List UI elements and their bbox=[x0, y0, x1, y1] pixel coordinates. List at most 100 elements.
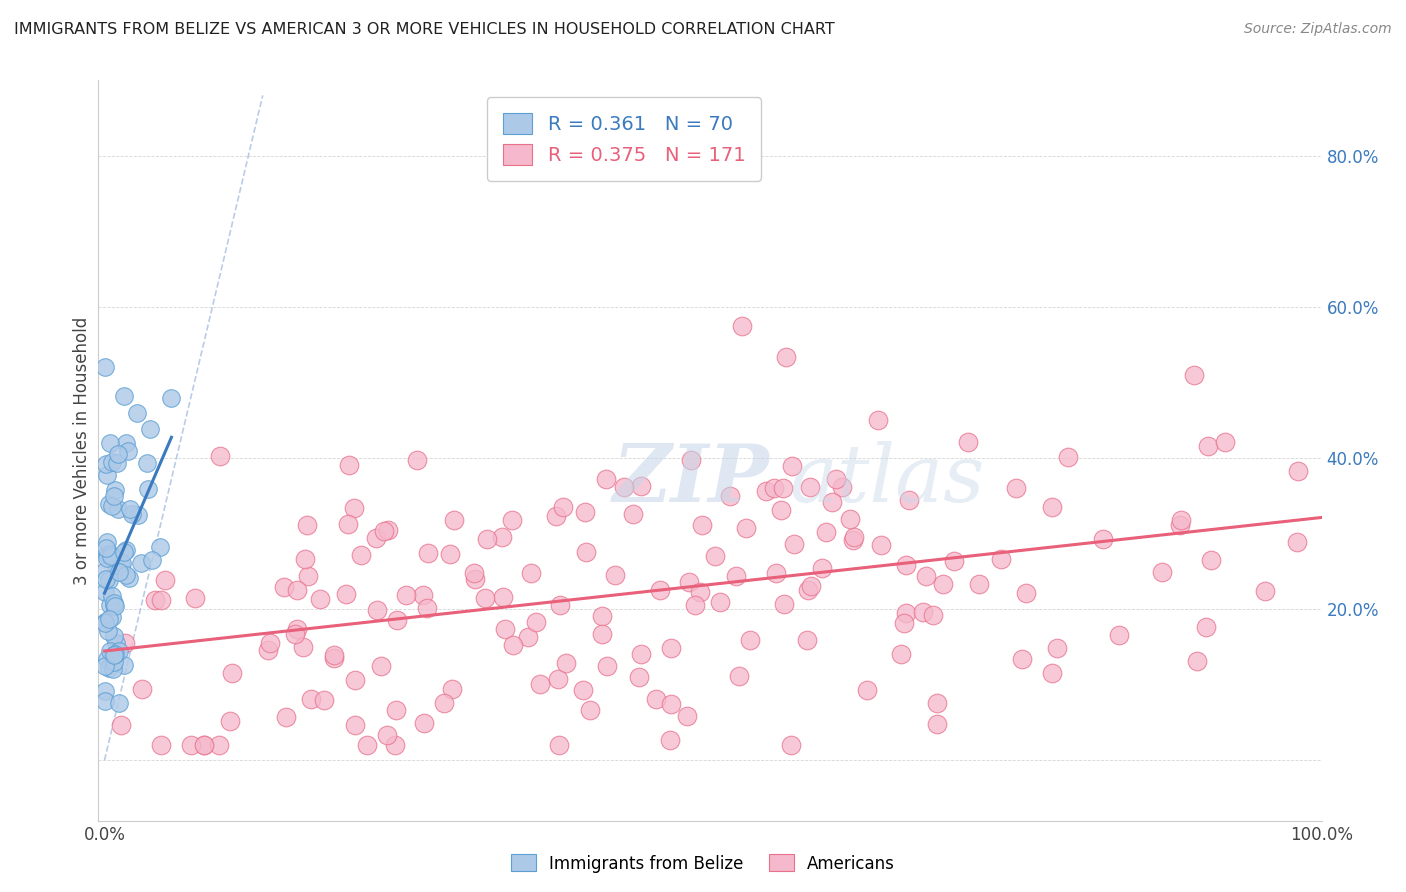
Point bbox=[734, 521, 756, 535]
Point bbox=[800, 579, 823, 593]
Point bbox=[114, 636, 136, 650]
Point bbox=[98, 598, 121, 612]
Point bbox=[94, 615, 117, 630]
Point bbox=[110, 717, 132, 731]
Point bbox=[1168, 518, 1191, 533]
Point bbox=[630, 478, 652, 492]
Point bbox=[96, 457, 118, 471]
Point bbox=[474, 591, 496, 606]
Point bbox=[103, 628, 125, 642]
Point bbox=[821, 494, 844, 508]
Point bbox=[103, 648, 125, 663]
Point bbox=[839, 512, 862, 526]
Point bbox=[96, 652, 118, 666]
Point bbox=[1011, 652, 1033, 666]
Point bbox=[96, 541, 118, 555]
Point bbox=[322, 648, 344, 662]
Legend: R = 0.361   N = 70, R = 0.375   N = 171: R = 0.361 N = 70, R = 0.375 N = 171 bbox=[488, 97, 761, 180]
Point bbox=[1187, 654, 1209, 668]
Point bbox=[475, 532, 498, 546]
Point bbox=[112, 389, 135, 403]
Point bbox=[285, 583, 308, 598]
Point bbox=[678, 574, 700, 589]
Point bbox=[659, 641, 682, 656]
Point bbox=[101, 610, 124, 624]
Point bbox=[101, 455, 124, 469]
Point bbox=[100, 549, 122, 563]
Legend: Immigrants from Belize, Americans: Immigrants from Belize, Americans bbox=[505, 847, 901, 880]
Point bbox=[350, 548, 373, 562]
Point bbox=[932, 576, 955, 591]
Point bbox=[385, 614, 408, 628]
Text: IMMIGRANTS FROM BELIZE VS AMERICAN 3 OR MORE VEHICLES IN HOUSEHOLD CORRELATION C: IMMIGRANTS FROM BELIZE VS AMERICAN 3 OR … bbox=[14, 22, 835, 37]
Point bbox=[675, 709, 697, 723]
Point bbox=[517, 630, 540, 644]
Point bbox=[596, 659, 619, 673]
Point bbox=[108, 696, 131, 710]
Point bbox=[650, 582, 672, 597]
Point bbox=[108, 566, 131, 580]
Point bbox=[94, 585, 117, 599]
Point bbox=[1213, 434, 1236, 449]
Point bbox=[591, 609, 613, 624]
Point bbox=[413, 715, 436, 730]
Point bbox=[799, 480, 821, 494]
Point bbox=[259, 636, 281, 650]
Point bbox=[783, 537, 806, 551]
Point bbox=[149, 540, 172, 554]
Point bbox=[727, 668, 749, 682]
Point bbox=[373, 524, 395, 538]
Point bbox=[690, 518, 713, 533]
Point bbox=[98, 547, 121, 561]
Point bbox=[898, 493, 921, 508]
Point bbox=[370, 659, 392, 673]
Point bbox=[755, 484, 778, 499]
Point bbox=[143, 593, 166, 607]
Point bbox=[443, 513, 465, 527]
Point bbox=[740, 632, 762, 647]
Point bbox=[93, 683, 115, 698]
Point bbox=[579, 703, 602, 717]
Point bbox=[1286, 465, 1309, 479]
Point bbox=[153, 573, 176, 587]
Point bbox=[274, 710, 297, 724]
Point bbox=[98, 497, 121, 511]
Point bbox=[772, 482, 794, 496]
Point bbox=[209, 449, 232, 463]
Point bbox=[1092, 532, 1115, 546]
Point bbox=[416, 546, 439, 560]
Point bbox=[704, 549, 727, 564]
Point bbox=[1040, 500, 1063, 514]
Point bbox=[1040, 665, 1063, 680]
Point bbox=[112, 545, 135, 559]
Point bbox=[105, 636, 128, 650]
Point bbox=[219, 714, 242, 728]
Point bbox=[433, 696, 456, 710]
Point bbox=[915, 568, 938, 582]
Point bbox=[679, 453, 702, 467]
Point bbox=[103, 596, 125, 610]
Point bbox=[395, 588, 418, 602]
Point bbox=[356, 738, 378, 752]
Point bbox=[943, 554, 966, 568]
Point bbox=[295, 517, 318, 532]
Point bbox=[285, 622, 308, 636]
Point bbox=[1108, 628, 1130, 642]
Point bbox=[94, 615, 117, 629]
Point bbox=[441, 682, 464, 697]
Point bbox=[550, 598, 572, 612]
Point bbox=[344, 718, 367, 732]
Point bbox=[108, 644, 131, 658]
Point bbox=[94, 360, 117, 375]
Point bbox=[96, 535, 118, 549]
Point bbox=[103, 655, 125, 669]
Point bbox=[114, 436, 136, 450]
Point bbox=[842, 533, 865, 547]
Point bbox=[121, 507, 143, 521]
Text: ZIP: ZIP bbox=[612, 442, 769, 519]
Point bbox=[627, 670, 650, 684]
Point bbox=[769, 503, 792, 517]
Point bbox=[297, 569, 319, 583]
Point bbox=[683, 599, 706, 613]
Point bbox=[893, 615, 915, 630]
